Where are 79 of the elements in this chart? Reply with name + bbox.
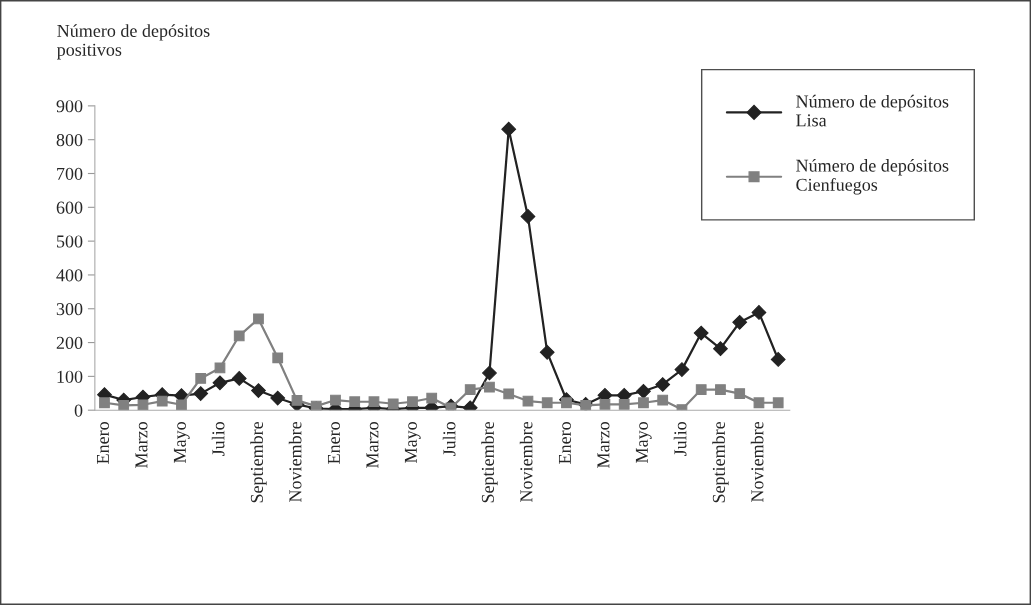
x-tick-label: Mayo (635, 421, 652, 463)
x-tick-label: Noviembre (288, 421, 302, 503)
y-tick-label: 500 (57, 235, 83, 248)
x-tick-label: Septiembre (712, 421, 729, 503)
x-tick-label: Septiembre (250, 421, 267, 503)
point (212, 375, 228, 391)
point (734, 388, 746, 399)
point (99, 397, 110, 409)
legend-label: Número de depósitos Lisa (796, 94, 949, 127)
x-tick-label: Mayo (173, 421, 190, 463)
point (713, 341, 728, 357)
y-tick-label: 200 (56, 336, 83, 350)
point (674, 362, 690, 378)
point (251, 383, 266, 398)
point (195, 373, 207, 384)
point (539, 344, 555, 360)
point (176, 399, 187, 411)
point (291, 395, 303, 406)
x-tick-label: Noviembre (750, 421, 764, 503)
point (770, 352, 786, 367)
point (618, 399, 630, 410)
point (693, 325, 709, 341)
y-tick-label: 300 (56, 303, 83, 316)
y-axis-title: Número de depósitos positivos (57, 24, 210, 60)
point (503, 388, 515, 400)
x-tick-label: Marzo (597, 421, 610, 468)
y-tick-label: 800 (56, 133, 83, 147)
y-tick-label: 0 (74, 404, 83, 417)
point (272, 352, 284, 364)
point (655, 377, 671, 392)
point (233, 330, 245, 342)
x-tick-label: Julio (442, 421, 456, 457)
point (715, 384, 726, 395)
x-tick-label: Julio (673, 421, 687, 457)
point (118, 400, 130, 411)
point (501, 121, 517, 137)
y-tick-label: 400 (56, 269, 83, 282)
point (638, 397, 649, 409)
point (751, 305, 767, 320)
legend-label: Número de depósitos Cienfuegos (796, 159, 949, 195)
point (270, 390, 286, 406)
point (636, 383, 651, 399)
point (732, 314, 748, 330)
x-tick-label: Mayo (404, 421, 421, 463)
y-tick-label: 600 (56, 201, 83, 214)
point (657, 394, 669, 406)
x-tick-label: Enero (96, 421, 109, 464)
point (464, 384, 476, 395)
point (330, 394, 341, 406)
point (482, 365, 497, 381)
point (561, 397, 572, 409)
x-tick-label: Enero (327, 421, 340, 464)
x-tick-label: Julio (211, 421, 225, 457)
point (541, 397, 553, 409)
point (772, 397, 784, 409)
x-tick-label: Marzo (135, 421, 148, 468)
y-tick-label: 700 (57, 167, 83, 180)
point (253, 313, 264, 325)
x-tick-label: Marzo (366, 421, 379, 468)
point (520, 209, 536, 224)
point (426, 392, 438, 404)
point (193, 386, 209, 402)
point (484, 381, 495, 393)
point (599, 399, 611, 410)
point (407, 396, 418, 408)
point (231, 371, 247, 386)
point (349, 396, 361, 408)
x-tick-label: Enero (558, 421, 571, 464)
x-tick-label: Septiembre (481, 421, 498, 503)
y-tick-label: 100 (57, 370, 83, 383)
point (445, 402, 457, 411)
point (580, 400, 592, 411)
point (753, 397, 765, 409)
y-tick-label: 900 (56, 100, 83, 113)
point (695, 384, 707, 395)
x-tick-label: Noviembre (519, 421, 533, 503)
point (137, 399, 149, 411)
point (156, 395, 168, 407)
point (368, 396, 380, 408)
